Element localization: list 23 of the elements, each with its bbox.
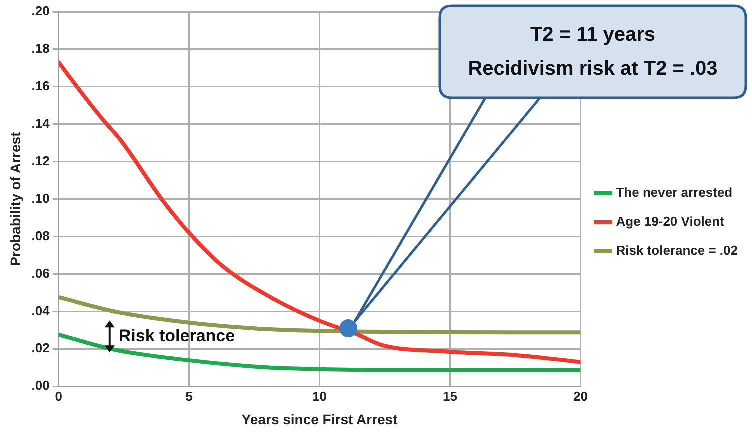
y-tick-label: .10	[32, 190, 50, 206]
x-axis-title: Years since First Arrest	[242, 411, 398, 428]
y-tick-label: .12	[32, 153, 50, 168]
x-tick-label: 20	[574, 388, 588, 404]
y-tick-label: .04	[32, 303, 51, 318]
y-tick-label: .14	[32, 116, 51, 131]
y-tick-label: .08	[32, 228, 50, 244]
y-tick-label: .20	[32, 4, 50, 19]
legend-label: Risk tolerance = .02	[616, 243, 738, 258]
annotation: Risk tolerance	[118, 326, 236, 346]
y-tick-label: .06	[32, 266, 50, 281]
y-tick-label: .00	[32, 378, 50, 394]
x-tick-label: 10	[312, 388, 328, 404]
x-tick-label: 0	[55, 388, 62, 404]
y-axis-title: Probability of Arrest	[7, 132, 24, 266]
y-tick-label: .02	[32, 340, 50, 356]
x-tick-label: 5	[186, 388, 193, 404]
y-tick-label: .16	[32, 78, 50, 94]
annotation: T2 = 11 years Recidivism risk at T2 = .03	[468, 23, 718, 82]
x-tick-label: 15	[443, 388, 458, 404]
legend-label: The never arrested	[616, 185, 733, 200]
y-tick-label: .18	[32, 41, 50, 56]
legend-label: Age 19-20 Violent	[616, 214, 726, 230]
